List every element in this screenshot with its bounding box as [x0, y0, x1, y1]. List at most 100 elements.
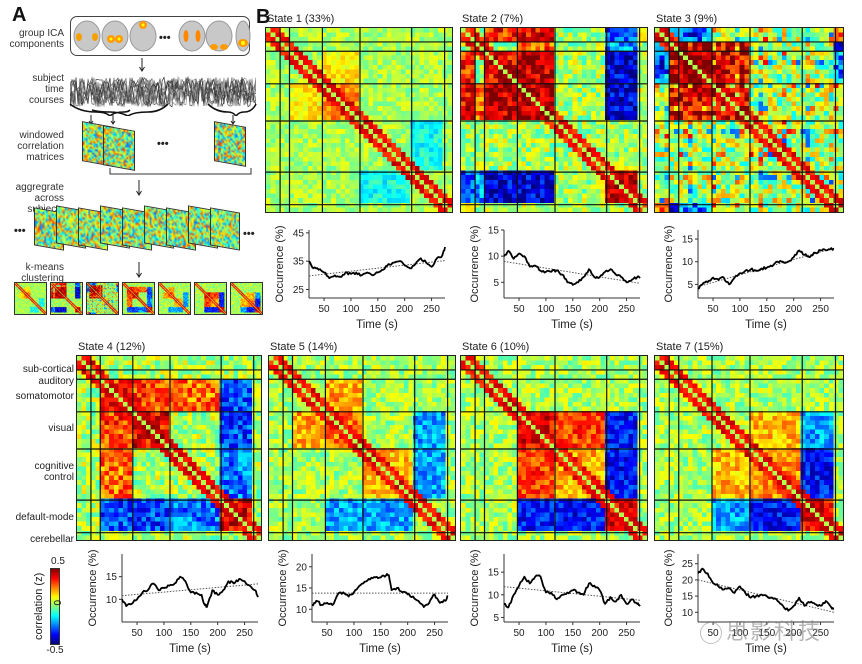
y-tick-label: 10: [682, 608, 694, 619]
y-axis-label: Occurrence (%): [274, 225, 286, 302]
x-tick-label: 200: [785, 304, 802, 315]
trend-line: [503, 260, 641, 284]
x-tick-label: 250: [812, 304, 829, 315]
label-line: courses: [28, 95, 64, 106]
x-tick-label: 250: [618, 304, 635, 315]
label-line: group ICA: [18, 28, 64, 39]
state-title: State 3 (9%): [656, 13, 718, 25]
occurrence-line: [697, 247, 835, 290]
brain-slice: [205, 20, 233, 52]
y-axis-label: Occurrence (%): [663, 549, 675, 626]
network-label-cognitive-control: cognitive control: [8, 461, 74, 483]
x-tick-label: 50: [513, 304, 525, 315]
kmeans-centroid-matrix: [14, 282, 47, 315]
wechat-icon: [700, 622, 722, 645]
label-line: matrices: [26, 152, 64, 163]
y-tick-label: 15: [682, 235, 694, 246]
y-tick-label: 5: [687, 280, 693, 291]
label-line: windowed: [19, 130, 64, 141]
x-axis-label: Time (s): [745, 319, 787, 331]
step-label-timecourses: subject time courses: [8, 73, 64, 106]
colorbar: [50, 568, 60, 645]
trend-line: [697, 247, 835, 288]
y-tick-label: 5: [493, 278, 499, 289]
state-connectivity-matrix: [265, 27, 453, 213]
arrow-down-icon: [139, 58, 145, 77]
x-tick-label: 100: [732, 304, 749, 315]
state-title: State 1 (33%): [267, 13, 335, 25]
brain-slices: •••: [73, 20, 251, 52]
y-tick-label: 10: [296, 605, 308, 616]
x-tick-label: 50: [321, 628, 333, 639]
trend-line: [308, 260, 446, 277]
x-tick-label: 100: [156, 628, 173, 639]
x-tick-label: 250: [812, 628, 829, 639]
time-course-line: [70, 77, 256, 108]
network-label-cerebellar: cerebellar: [30, 534, 74, 545]
label-line: aggregrate: [15, 182, 64, 193]
occurrence-line: [121, 575, 259, 608]
watermark-text: 思影科技: [726, 619, 823, 644]
x-tick-label: 100: [732, 628, 749, 639]
y-tick-label: 45: [293, 228, 305, 239]
label-line: components: [9, 39, 64, 50]
step-label-windowed: windowed correlation matrices: [8, 130, 64, 163]
x-tick-label: 150: [182, 628, 199, 639]
x-axis-label: Time (s): [356, 319, 398, 331]
y-tick-label: 15: [296, 584, 308, 595]
ellipsis: •••: [159, 32, 171, 44]
ellipsis: •••: [157, 138, 169, 150]
brain-slice: [73, 20, 101, 52]
occurrence-chart: 50 100 150 200 250 5 10 15 Time (s) Occurrence (%…: [663, 225, 835, 331]
x-axis-label: Time (s): [169, 643, 211, 655]
matrix-heatmap: [77, 356, 261, 540]
y-tick-label: 25: [293, 285, 305, 296]
subject-time-courses: [70, 75, 256, 108]
occurrence-chart: 50 100 150 200 250 10 15 20 Time (s) Occurrence (…: [277, 549, 449, 655]
kmeans-centroid-matrix: [194, 282, 227, 315]
matrix-heatmap: [655, 356, 843, 540]
brain-slice: [178, 20, 206, 52]
matrix-heatmap: [269, 356, 455, 540]
arrow-down-icon: [136, 262, 142, 283]
matrix-heatmap: [655, 28, 843, 212]
x-tick-label: 150: [564, 304, 581, 315]
x-tick-label: 200: [399, 628, 416, 639]
windowed-matrix: [103, 125, 135, 171]
network-label-subcortical: sub-cortical: [22, 364, 74, 375]
x-tick-label: 100: [343, 304, 360, 315]
y-tick-label: 20: [682, 575, 694, 586]
x-tick-label: 250: [426, 628, 443, 639]
occurrence-line: [697, 567, 835, 612]
aggregate-bracket: [109, 168, 252, 175]
y-axis-label: Occurrence (%): [663, 225, 675, 302]
y-axis-label: Occurrence (%): [469, 549, 481, 626]
occurrence-chart: 50 100 150 200 250 5 10 15 Time (s) Occurrence (%…: [469, 225, 641, 331]
occurrence-line: [503, 574, 641, 609]
x-tick-label: 200: [396, 304, 413, 315]
x-tick-label: 250: [618, 628, 635, 639]
kmeans-centroid-matrix: [50, 282, 83, 315]
x-tick-label: 150: [758, 304, 775, 315]
panel-b-letter: B: [256, 6, 271, 28]
arrow-down-icon: [136, 180, 142, 201]
y-tick-label: 15: [488, 226, 500, 237]
label-line: correlation: [17, 141, 64, 152]
y-tick-label: 20: [296, 562, 308, 573]
colorbar-max-label: 0.5: [51, 556, 65, 567]
watermark: 思影科技: [700, 614, 822, 646]
state-connectivity-matrix: [654, 355, 844, 541]
y-axis-label: Occurrence (%): [469, 225, 481, 302]
x-tick-label: 200: [591, 628, 608, 639]
ellipsis-left: •••: [14, 225, 26, 237]
state-connectivity-matrix: [76, 355, 262, 541]
x-tick-label: 250: [423, 304, 440, 315]
network-label-auditory: auditory: [38, 376, 74, 387]
panel-a-letter: A: [12, 4, 27, 26]
windowed-matrix: [214, 121, 246, 167]
network-label-somatomotor: somatomotor: [15, 391, 74, 402]
state-title: State 5 (14%): [270, 341, 338, 353]
state-title: State 4 (12%): [78, 341, 146, 353]
label-line: subject: [32, 73, 64, 84]
